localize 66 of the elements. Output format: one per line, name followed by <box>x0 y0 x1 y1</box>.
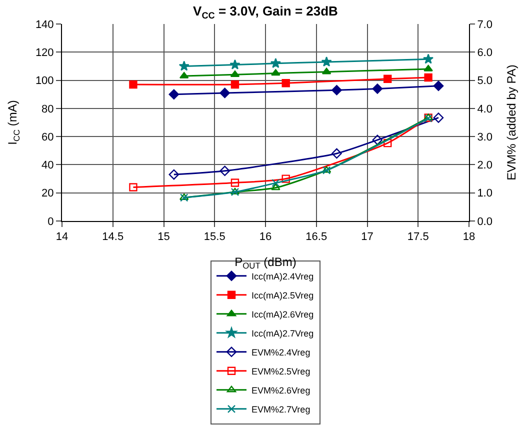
y2-axis-title: EVM% (added by PA) <box>504 64 518 180</box>
y2-tick-label: 0.0 <box>477 216 492 228</box>
legend-label: Icc(mA)2.4Vreg <box>252 271 314 282</box>
point <box>282 174 290 183</box>
point <box>321 56 332 67</box>
point <box>230 70 240 78</box>
point <box>270 58 281 68</box>
point <box>272 178 280 188</box>
point <box>168 89 180 100</box>
point <box>271 184 280 190</box>
y2-tick-label: 1.0 <box>477 188 492 200</box>
legend-label: Icc(mA)2.7Vreg <box>252 328 314 338</box>
y-tick-label: 60 <box>42 131 54 144</box>
x-tick-label: 16 <box>259 231 272 244</box>
point <box>220 88 230 98</box>
x-tick-label: 16.5 <box>306 231 328 244</box>
y-tick-label: 80 <box>42 103 54 116</box>
point <box>322 68 332 74</box>
point <box>332 84 342 96</box>
y-tick-label: 100 <box>35 75 54 88</box>
y2-tick-label: 2.0 <box>477 160 492 172</box>
y-tick-label: 120 <box>35 46 54 59</box>
legend-label: Icc(mA)2.6Vreg <box>252 309 314 320</box>
x-tick-label: 15.5 <box>204 231 226 244</box>
point <box>372 134 383 146</box>
y-tick-label: 140 <box>35 18 54 31</box>
point <box>179 72 189 78</box>
point <box>129 80 138 89</box>
y2-tick-label: 7.0 <box>477 18 492 31</box>
chart-title: V$_{CC}$ = 3.0V, Gain = 23dB <box>193 4 338 20</box>
y2-tick-label: 6.0 <box>477 46 492 59</box>
point <box>220 166 230 176</box>
x-tick-label: 14 <box>56 231 68 244</box>
point <box>230 178 240 187</box>
point <box>129 183 138 192</box>
point <box>423 54 434 64</box>
y-tick-label: 0 <box>48 216 54 228</box>
x-tick-label: 17 <box>361 231 374 244</box>
point <box>372 84 383 94</box>
legend-label: Icc(mA)2.5Vreg <box>252 290 314 300</box>
legend-label: EVM%2.7Vreg <box>252 404 310 414</box>
point <box>271 69 280 76</box>
x-tick-label: 18 <box>462 231 476 244</box>
legend-label: EVM%2.4Vreg <box>252 347 310 358</box>
point <box>384 74 392 83</box>
point <box>433 112 444 123</box>
point <box>230 59 240 70</box>
legend-label: EVM%2.6Vreg <box>252 385 310 396</box>
legend-label: EVM%2.5Vreg <box>252 366 310 376</box>
y2-tick-label: 5.0 <box>477 75 492 88</box>
y-tick-label: 40 <box>42 160 54 172</box>
x-tick-label: 15 <box>158 231 170 244</box>
point <box>384 138 392 148</box>
point <box>230 80 240 89</box>
point <box>424 73 432 82</box>
y2-tick-label: 4.0 <box>477 103 492 116</box>
point <box>433 80 444 92</box>
y-tick-label: 20 <box>42 188 54 200</box>
point <box>282 79 290 88</box>
point <box>168 169 180 180</box>
y2-tick-label: 3.0 <box>477 131 492 144</box>
point <box>178 60 190 71</box>
point <box>332 148 342 159</box>
x-tick-label: 17.5 <box>407 231 429 244</box>
x-tick-label: 14.5 <box>102 231 124 244</box>
point <box>424 64 433 72</box>
